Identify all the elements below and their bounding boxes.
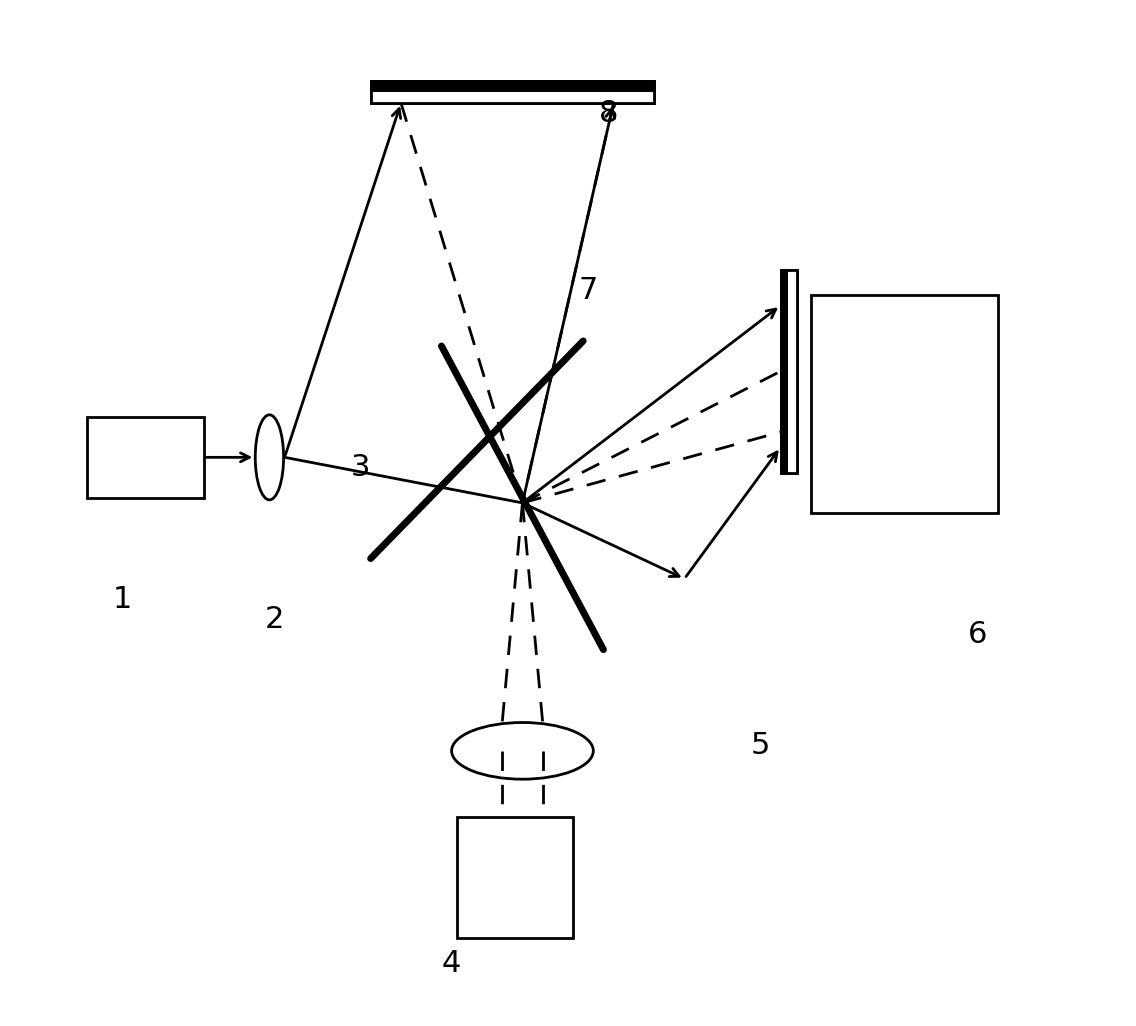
Bar [457, 817, 573, 938]
Bar [370, 81, 654, 103]
Text: 6: 6 [968, 620, 987, 649]
Ellipse shape [256, 415, 284, 500]
Bar [780, 270, 796, 473]
Bar [788, 270, 796, 473]
Text: 2: 2 [265, 604, 284, 634]
Bar [370, 81, 654, 103]
Ellipse shape [452, 722, 593, 779]
Bar [370, 92, 654, 103]
Text: 4: 4 [442, 949, 461, 978]
Text: 5: 5 [751, 732, 770, 760]
Bar [811, 295, 999, 513]
Text: 1: 1 [112, 585, 133, 614]
Text: 8: 8 [599, 98, 618, 127]
Text: 7: 7 [578, 276, 598, 305]
Bar [780, 270, 796, 473]
Text: 3: 3 [351, 452, 370, 482]
Bar [87, 417, 203, 498]
